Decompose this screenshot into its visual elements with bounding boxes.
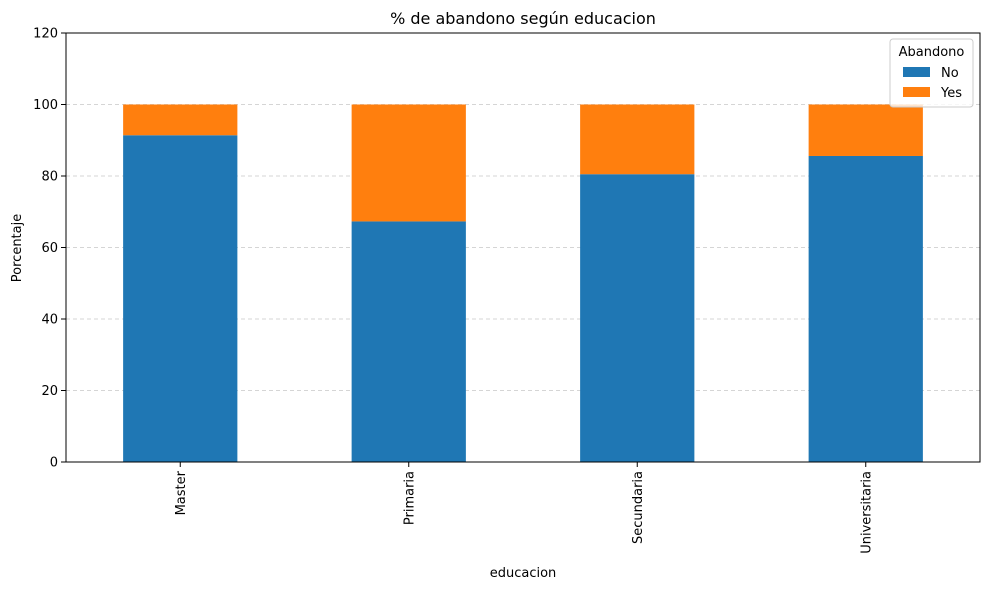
x-tick-label: Universitaria xyxy=(859,471,874,554)
y-tick-label: 0 xyxy=(50,456,58,471)
y-axis-label: Porcentaje xyxy=(10,214,25,282)
x-axis: Master Primaria Secundaria Universitaria xyxy=(174,462,874,554)
legend-swatch-no xyxy=(903,67,930,77)
y-tick-label: 100 xyxy=(33,98,58,113)
x-tick-label: Master xyxy=(174,470,189,515)
gridlines xyxy=(66,104,980,391)
y-axis: 0 20 40 60 80 100 120 xyxy=(33,27,66,471)
bar-no-secundaria xyxy=(580,174,695,462)
x-tick-label: Primaria xyxy=(402,471,417,525)
x-tick-label: Secundaria xyxy=(631,471,646,544)
bar-no-master xyxy=(123,135,238,462)
bar-yes-master xyxy=(123,104,238,136)
y-tick-label: 40 xyxy=(41,313,58,328)
bar-yes-secundaria xyxy=(580,104,695,175)
y-tick-label: 80 xyxy=(41,170,58,185)
legend: Abandono No Yes xyxy=(889,38,974,108)
x-axis-label: educacion xyxy=(490,566,557,581)
bar-no-universitaria xyxy=(808,155,923,463)
bar-yes-primaria xyxy=(351,104,466,222)
y-tick-label: 60 xyxy=(41,241,58,256)
legend-label-no: No xyxy=(941,66,959,81)
y-tick-label: 120 xyxy=(33,27,58,42)
bar-yes-universitaria xyxy=(808,104,923,156)
legend-title: Abandono xyxy=(899,45,965,60)
legend-label-yes: Yes xyxy=(940,86,962,101)
legend-swatch-yes xyxy=(903,87,930,97)
chart-title: % de abandono según educacion xyxy=(390,9,656,28)
bar-no-primaria xyxy=(351,221,466,462)
y-tick-label: 20 xyxy=(41,384,58,399)
bars xyxy=(123,104,923,463)
